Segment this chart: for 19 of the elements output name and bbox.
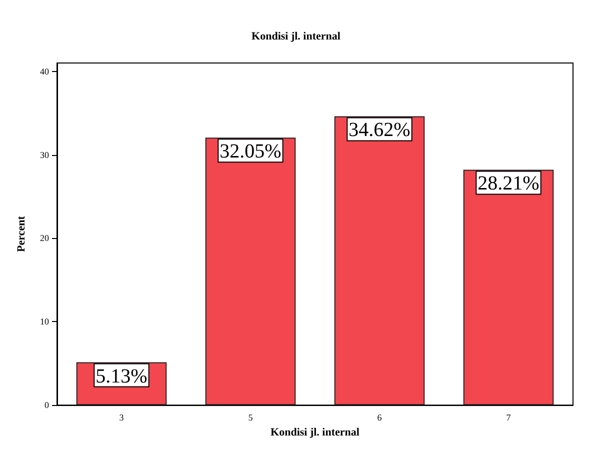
y-tick-label: 10 <box>40 316 50 327</box>
x-axis-title: Kondisi jl. internal <box>270 426 360 438</box>
x-tick-label: 7 <box>506 412 512 423</box>
bar <box>205 138 296 406</box>
data-label: 34.62% <box>348 119 410 142</box>
bar <box>463 170 554 406</box>
data-label: 32.05% <box>220 140 282 163</box>
y-tick-label: 40 <box>40 66 50 76</box>
y-axis-title: Percent <box>16 216 28 252</box>
y-tick-label: 30 <box>40 150 50 160</box>
data-label: 28.21% <box>478 172 540 195</box>
x-tick-label: 6 <box>377 412 382 423</box>
y-tick-label: 20 <box>40 233 50 244</box>
y-tick-label: 0 <box>44 400 50 410</box>
x-tick-label: 3 <box>119 412 124 423</box>
chart-title: Kondisi jl. internal <box>252 30 340 42</box>
data-label: 5.13% <box>96 365 148 388</box>
x-tick-label: 5 <box>248 412 254 423</box>
bar <box>334 116 425 406</box>
